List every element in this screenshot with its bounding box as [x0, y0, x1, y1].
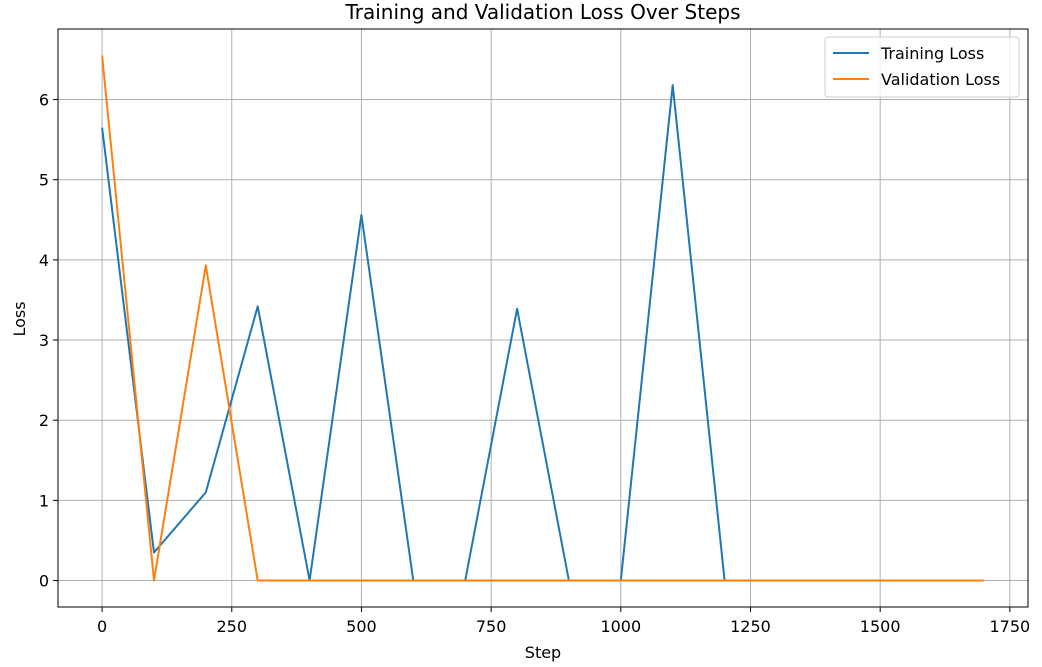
- legend: Training Loss Validation Loss: [824, 36, 1020, 98]
- legend-label-training: Training Loss: [880, 44, 984, 63]
- validation-loss-line: [101, 55, 984, 582]
- x-tick-label: 500: [346, 617, 377, 636]
- grid: [58, 29, 1028, 607]
- x-tick-label: 750: [476, 617, 507, 636]
- x-tick-label: 1000: [600, 617, 641, 636]
- chart-title: Training and Validation Loss Over Steps: [344, 0, 740, 24]
- legend-label-validation: Validation Loss: [881, 70, 1000, 89]
- x-tick-label: 0: [97, 617, 107, 636]
- y-tick-label: 1: [39, 491, 49, 510]
- ticks: 0 250 500 750 1000 1250 1500 1750 0 1 2 3 4 5 6: [39, 91, 1030, 636]
- training-loss-line: [101, 84, 984, 582]
- y-tick-label: 5: [39, 171, 49, 190]
- series-layer: [101, 55, 984, 582]
- y-tick-label: 4: [39, 251, 49, 270]
- x-axis-label: Step: [525, 643, 561, 662]
- y-tick-label: 3: [39, 331, 49, 350]
- x-tick-label: 250: [216, 617, 247, 636]
- x-tick-label: 1250: [730, 617, 771, 636]
- y-tick-label: 2: [39, 411, 49, 430]
- x-tick-label: 1750: [989, 617, 1030, 636]
- y-tick-label: 6: [39, 91, 49, 110]
- plot-frame: [57, 28, 1029, 608]
- x-tick-label: 1500: [860, 617, 901, 636]
- legend-box: [824, 36, 1020, 98]
- y-axis-label: Loss: [10, 301, 29, 336]
- y-tick-label: 0: [39, 572, 49, 591]
